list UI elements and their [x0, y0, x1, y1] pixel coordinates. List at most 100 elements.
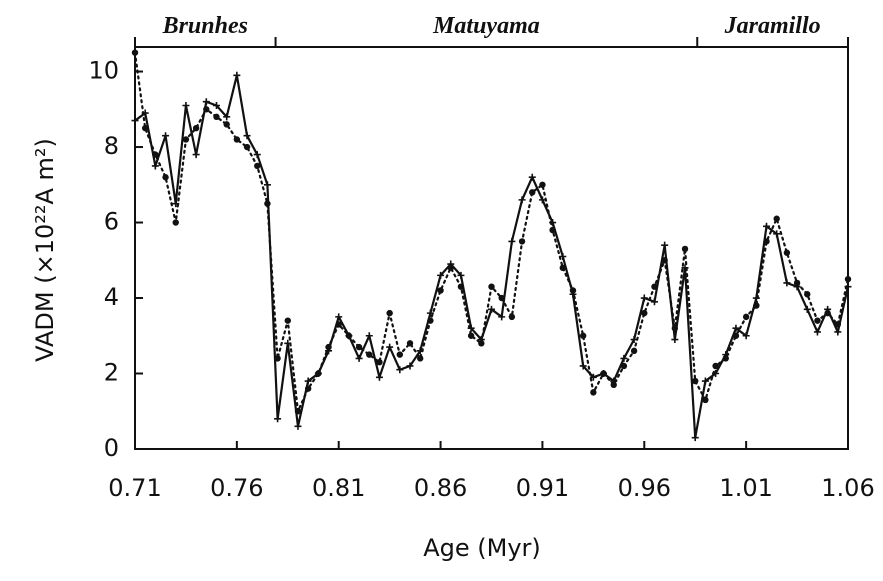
- point: [213, 113, 220, 121]
- point: [671, 325, 679, 332]
- point: [742, 313, 750, 321]
- point: [610, 381, 617, 389]
- point: [722, 355, 729, 362]
- point: [783, 279, 791, 287]
- point: [264, 200, 271, 207]
- point: [294, 422, 302, 430]
- point: [630, 347, 638, 355]
- point: [701, 377, 709, 385]
- x-tick-label: 0.76: [210, 474, 263, 502]
- point: [783, 249, 791, 256]
- point: [212, 102, 220, 110]
- point: [773, 215, 780, 222]
- y-tick-label: 0: [104, 434, 119, 462]
- point: [804, 291, 811, 298]
- point: [304, 377, 312, 385]
- point: [478, 340, 485, 347]
- point: [763, 222, 771, 230]
- point: [834, 321, 842, 328]
- point: [457, 283, 465, 290]
- point: [233, 71, 241, 79]
- y-tick-label: 4: [104, 283, 119, 311]
- point: [376, 358, 383, 366]
- point: [366, 351, 373, 358]
- point: [589, 373, 597, 381]
- point: [498, 313, 506, 321]
- point: [304, 385, 312, 392]
- point: [844, 275, 852, 283]
- point: [223, 113, 231, 121]
- point: [620, 354, 628, 362]
- point: [192, 151, 200, 159]
- point: [355, 343, 363, 351]
- point: [254, 162, 261, 170]
- x-tick-label: 0.96: [618, 474, 671, 502]
- point: [488, 305, 495, 313]
- x-tick-label: 1.06: [821, 474, 874, 502]
- point: [620, 362, 628, 370]
- point: [182, 102, 190, 110]
- point: [447, 264, 454, 272]
- point: [335, 313, 343, 321]
- point: [732, 324, 740, 332]
- point: [355, 354, 363, 362]
- point: [692, 377, 699, 385]
- point: [437, 271, 445, 279]
- chron-label: Matuyama: [432, 13, 540, 39]
- point: [437, 287, 444, 294]
- point: [691, 434, 699, 442]
- point: [518, 238, 526, 245]
- point: [396, 351, 404, 358]
- point: [131, 117, 139, 125]
- series-line: [133, 75, 850, 438]
- point: [253, 151, 261, 159]
- point: [803, 305, 811, 313]
- point: [498, 294, 505, 302]
- point: [345, 332, 353, 339]
- point: [203, 106, 210, 113]
- point: [824, 309, 831, 317]
- y-tick-label: 6: [104, 208, 119, 236]
- x-tick-label: 0.71: [108, 474, 161, 502]
- point: [753, 302, 760, 309]
- point: [406, 362, 414, 370]
- point: [284, 317, 291, 324]
- x-tick-label: 0.91: [516, 474, 569, 502]
- point: [671, 336, 679, 344]
- point: [813, 328, 821, 336]
- point: [651, 283, 658, 290]
- point: [579, 332, 587, 339]
- point: [263, 181, 271, 189]
- point: [141, 124, 149, 132]
- point: [549, 226, 556, 234]
- point: [151, 162, 159, 170]
- y-tick-label: 10: [88, 57, 119, 85]
- point: [661, 257, 668, 264]
- point: [162, 174, 169, 181]
- y-tick-label: 8: [104, 132, 119, 160]
- point: [508, 237, 516, 245]
- point: [600, 370, 607, 377]
- point: [641, 309, 648, 317]
- point: [579, 362, 587, 370]
- point: [152, 151, 159, 158]
- point: [467, 332, 475, 339]
- point: [752, 294, 760, 302]
- point: [650, 298, 658, 306]
- point: [396, 366, 404, 374]
- point: [763, 238, 770, 245]
- point: [773, 230, 781, 238]
- point: [243, 143, 251, 151]
- point: [162, 132, 170, 140]
- point: [590, 389, 597, 396]
- point: [386, 309, 393, 317]
- point: [834, 328, 842, 336]
- x-tick-label: 0.86: [414, 474, 467, 502]
- point: [406, 340, 414, 347]
- point: [274, 415, 282, 423]
- point: [427, 317, 434, 324]
- chron-label: Brunhes: [162, 13, 248, 39]
- point: [518, 196, 526, 204]
- point: [457, 271, 465, 279]
- point: [223, 121, 230, 128]
